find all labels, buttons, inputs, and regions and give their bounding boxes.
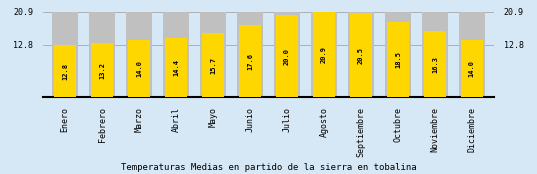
Text: 13.2: 13.2 <box>99 62 105 79</box>
Text: 20.0: 20.0 <box>284 48 290 65</box>
Text: 12.8: 12.8 <box>62 63 68 80</box>
Bar <box>54 45 76 97</box>
Bar <box>126 12 153 97</box>
Bar <box>422 12 448 97</box>
Bar <box>202 33 224 97</box>
Bar <box>350 13 372 97</box>
Bar <box>89 12 115 97</box>
Bar <box>274 12 300 97</box>
Bar <box>276 15 298 97</box>
Bar <box>163 12 190 97</box>
Bar <box>237 12 263 97</box>
Text: 16.3: 16.3 <box>432 56 438 73</box>
Bar <box>384 12 411 97</box>
Bar <box>347 12 374 97</box>
Bar <box>424 31 446 97</box>
Text: 14.0: 14.0 <box>136 60 142 77</box>
Bar <box>387 22 409 97</box>
Bar <box>200 12 227 97</box>
Bar <box>52 12 78 97</box>
Text: 20.9: 20.9 <box>321 46 327 63</box>
Bar <box>459 12 485 97</box>
Text: 20.5: 20.5 <box>358 47 364 64</box>
Text: 15.7: 15.7 <box>210 57 216 74</box>
Bar <box>461 40 483 97</box>
Text: 17.6: 17.6 <box>247 53 253 70</box>
Text: 14.4: 14.4 <box>173 60 179 76</box>
Text: Temperaturas Medias en partido de la sierra en tobalina: Temperaturas Medias en partido de la sie… <box>121 163 416 172</box>
Bar <box>239 25 261 97</box>
Bar <box>165 38 187 97</box>
Bar <box>91 43 113 97</box>
Text: 14.0: 14.0 <box>469 60 475 77</box>
Text: 18.5: 18.5 <box>395 51 401 68</box>
Bar <box>310 12 337 97</box>
Bar <box>128 40 150 97</box>
Bar <box>313 12 335 97</box>
